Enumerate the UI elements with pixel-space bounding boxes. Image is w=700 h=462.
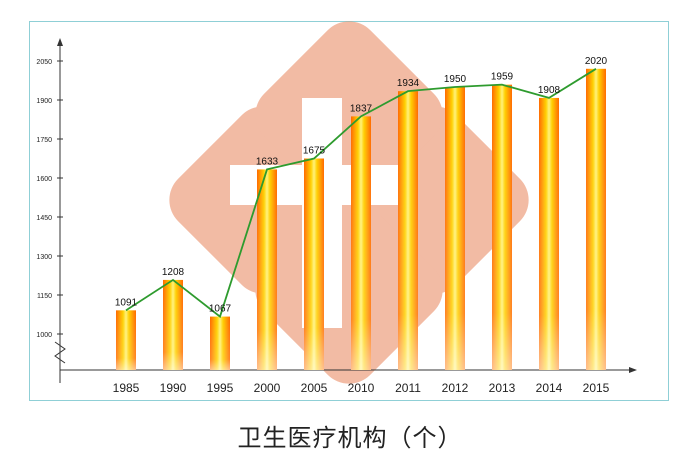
y-tick-label: 1600: [36, 176, 52, 183]
x-tick-label: 2005: [301, 381, 328, 395]
x-tick-labels: 1985 1990 1995 2000 2005 2010 2011 2012 2013 2014…: [113, 381, 610, 395]
data-label: 1950: [444, 74, 467, 85]
data-label: 1837: [350, 103, 373, 114]
data-label: 1959: [491, 72, 514, 83]
data-label: 1675: [303, 146, 326, 157]
x-tick-label: 2012: [442, 381, 469, 395]
data-label: 1934: [397, 78, 420, 89]
data-label: 1208: [162, 267, 185, 278]
data-label: 1091: [115, 297, 138, 308]
y-tick-label: 1450: [36, 215, 52, 222]
y-axis-break: [54, 341, 66, 364]
data-label: 1067: [209, 304, 232, 315]
x-tick-label: 2013: [489, 381, 516, 395]
data-label: 2020: [585, 56, 608, 67]
bar-highlight: [304, 158, 324, 370]
data-label: 1908: [538, 85, 561, 96]
data-labels: 1091 1208 1067 1633 1675 1837 1934 1950 1959 1908…: [115, 56, 608, 315]
y-ticks: 1000 1150 1300 1450 1600 1750 1900 2050: [36, 59, 63, 339]
y-tick-label: 1000: [36, 332, 52, 339]
y-tick-label: 1750: [36, 137, 52, 144]
x-axis: [60, 367, 637, 373]
x-tick-label: 2015: [583, 381, 610, 395]
trend-line: [125, 68, 597, 319]
y-tick-label: 1900: [36, 98, 52, 105]
bar-highlight: [492, 84, 512, 370]
bars: [116, 68, 606, 371]
y-tick-label: 1150: [37, 293, 52, 300]
bar-highlight: [257, 169, 277, 370]
x-tick-label: 2010: [348, 381, 375, 395]
x-tick-label: 1985: [113, 381, 140, 395]
y-axis: [54, 38, 66, 383]
bar-highlight: [539, 97, 559, 371]
y-tick-label: 2050: [36, 59, 52, 66]
bar-highlight: [210, 316, 230, 370]
bar-highlight: [116, 310, 136, 370]
x-tick-label: 2014: [536, 381, 563, 395]
data-label: 1633: [256, 156, 279, 167]
x-tick-label: 1995: [207, 381, 234, 395]
bar-highlight: [445, 87, 465, 370]
y-tick-label: 1300: [36, 254, 52, 261]
bar-highlight: [163, 279, 183, 370]
x-tick-label: 2011: [395, 381, 421, 395]
bar-highlight: [398, 91, 418, 370]
x-tick-label: 1990: [160, 381, 187, 395]
bar-highlight: [351, 116, 371, 370]
x-tick-label: 2000: [254, 381, 281, 395]
chart: 1000 1150 1300 1450 1600 1750 1900 2050 1985 199…: [36, 21, 637, 395]
bar-highlight: [586, 68, 606, 371]
chart-caption: 卫生医疗机构（个）: [237, 424, 463, 452]
